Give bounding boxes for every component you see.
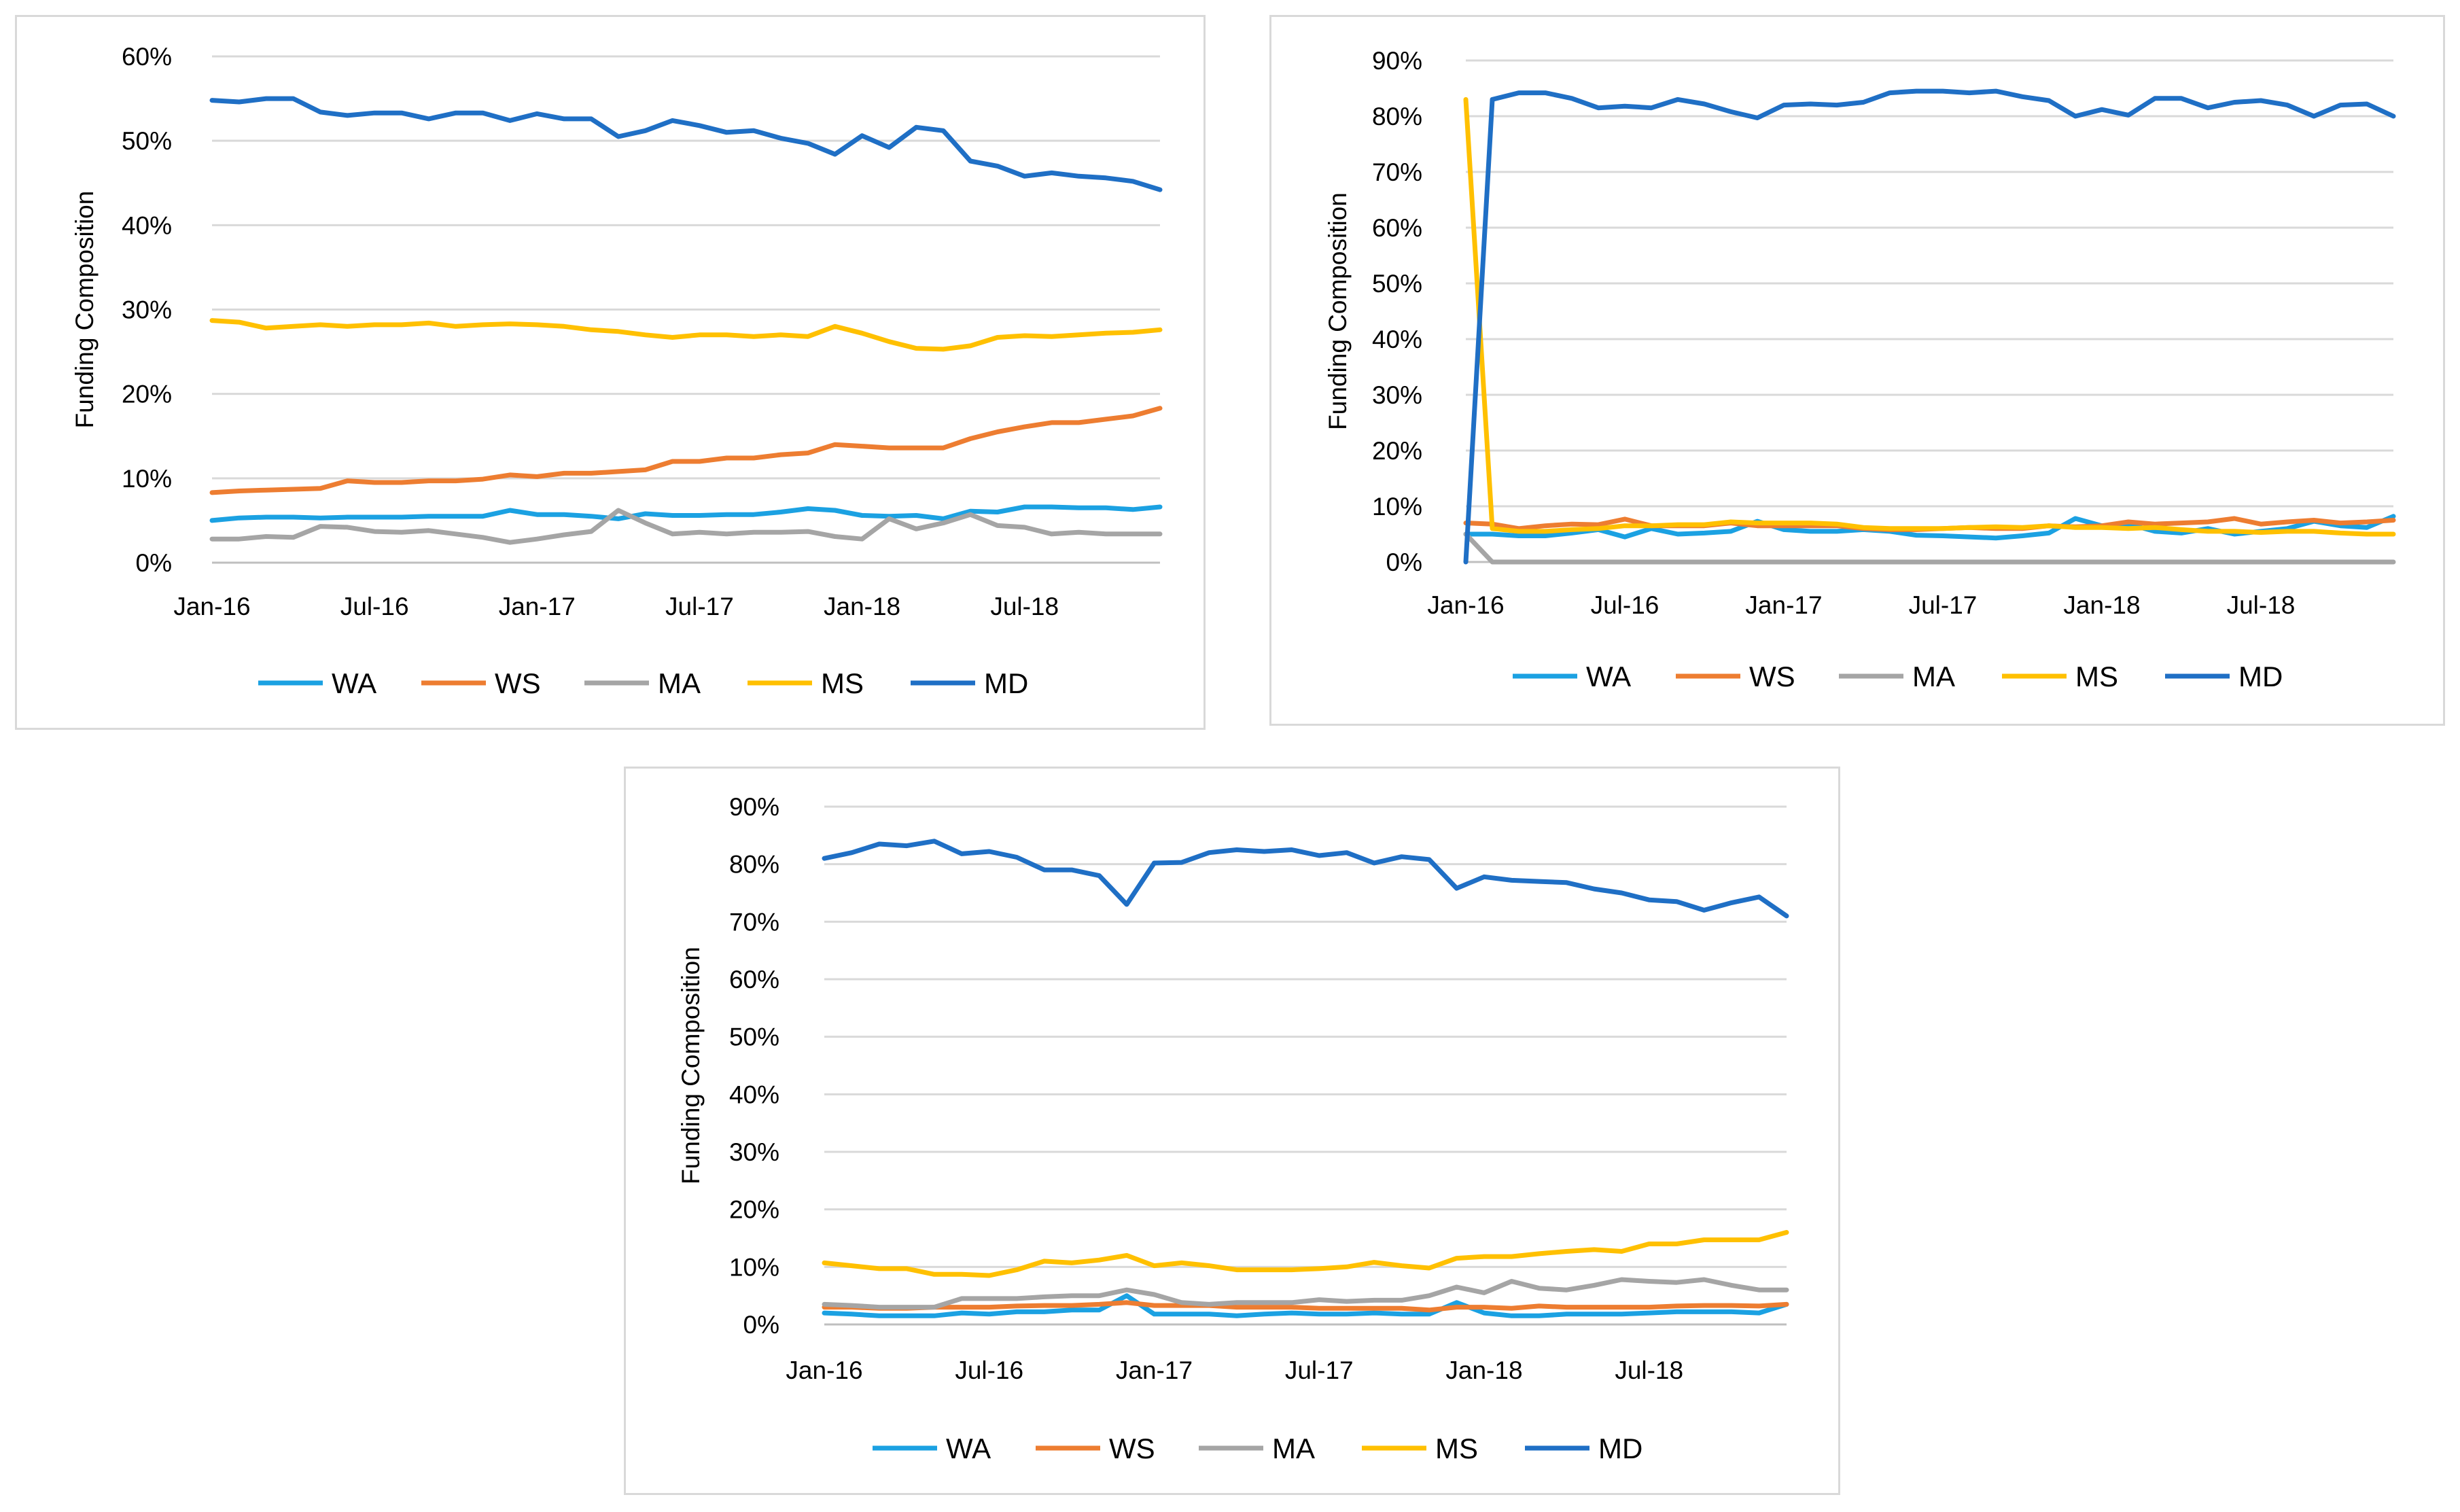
chart-3-svg: 0% 10% 20% 30% 40% 50% 60% 70% 80% 90% Jan-16 Jul-1… <box>677 793 1789 1464</box>
legend-label-md: MD <box>1598 1432 1642 1464</box>
legend-label-ma: MA <box>1272 1432 1315 1464</box>
y-tick-label: 60% <box>729 966 779 994</box>
y-axis-title: Funding Composition <box>71 191 99 429</box>
series-line-ma <box>822 1277 1789 1310</box>
y-tick-label: 90% <box>1372 47 1422 75</box>
legend-label-ms: MS <box>1435 1432 1478 1464</box>
legend-label-wa: WA <box>1586 661 1631 692</box>
series-line-wa <box>209 504 1163 523</box>
x-tick-label: Jan-16 <box>1427 591 1504 619</box>
legend-label-ms: MS <box>821 667 864 699</box>
y-axis-title: Funding Composition <box>677 947 705 1184</box>
legend-label-md: MD <box>2238 661 2283 692</box>
y-tick-label: 20% <box>1372 437 1422 465</box>
x-tick-label: Jul-17 <box>1909 591 1978 619</box>
y-axis-title: Funding Composition <box>1324 192 1352 430</box>
y-tick-label: 40% <box>1372 326 1422 353</box>
x-tick-label: Jan-16 <box>173 593 250 620</box>
y-tick-label: 80% <box>729 851 779 879</box>
x-tick-label: Jul-16 <box>1591 591 1659 619</box>
x-tick-label: Jan-17 <box>499 593 576 620</box>
x-tick-label: Jul-17 <box>1285 1356 1354 1384</box>
x-tick-label: Jan-18 <box>824 593 900 620</box>
legend-label-wa: WA <box>332 667 376 699</box>
series-line-ws <box>209 406 1163 495</box>
legend-label-md: MD <box>984 667 1028 699</box>
y-tick-label: 90% <box>729 793 779 821</box>
y-tick-label: 0% <box>743 1311 779 1339</box>
y-tick-label: 20% <box>729 1196 779 1224</box>
series-line-ws <box>822 1300 1789 1313</box>
y-tick-label: 40% <box>122 211 172 239</box>
y-tick-label: 40% <box>729 1080 779 1108</box>
series-line-md <box>822 839 1789 919</box>
y-tick-label: 30% <box>1372 381 1422 409</box>
legend-label-ma: MA <box>658 667 701 699</box>
y-tick-label: 10% <box>122 465 172 493</box>
legend-label-ws: WS <box>1109 1432 1155 1464</box>
x-tick-label: Jul-17 <box>665 593 734 620</box>
y-tick-label: 10% <box>729 1253 779 1281</box>
x-tick-label: Jan-17 <box>1116 1356 1193 1384</box>
y-tick-label: 70% <box>1372 158 1422 186</box>
y-tick-label: 10% <box>1372 493 1422 521</box>
legend-label-wa: WA <box>946 1432 991 1464</box>
x-tick-label: Jul-16 <box>955 1356 1023 1384</box>
series-line-ma <box>1463 531 2396 565</box>
legend-label-ma: MA <box>1912 661 1955 692</box>
series-line-wa <box>822 1293 1789 1318</box>
x-tick-label: Jan-18 <box>1445 1356 1522 1384</box>
y-tick-label: 50% <box>1372 270 1422 298</box>
x-tick-label: Jan-18 <box>2063 591 2140 619</box>
legend-label-ms: MS <box>2075 661 2118 692</box>
chart-panel-2: 0% 10% 20% 30% 40% 50% 60% 70% 80% 90% Jan-16 Jul-1… <box>1269 15 2445 726</box>
y-tick-label: 30% <box>729 1138 779 1166</box>
y-tick-label: 50% <box>122 127 172 155</box>
y-tick-label: 60% <box>1372 214 1422 242</box>
legend-label-ws: WS <box>495 667 541 699</box>
x-tick-label: Jan-16 <box>786 1356 862 1384</box>
chart-2-svg: 0% 10% 20% 30% 40% 50% 60% 70% 80% 90% Jan-16 Jul-1… <box>1324 47 2396 692</box>
y-tick-label: 0% <box>136 549 172 577</box>
series-line-md <box>209 96 1163 192</box>
y-tick-label: 70% <box>729 908 779 936</box>
series-line-ms <box>822 1230 1789 1278</box>
x-tick-label: Jul-18 <box>2227 591 2296 619</box>
y-tick-label: 20% <box>122 381 172 408</box>
x-tick-label: Jan-17 <box>1745 591 1822 619</box>
x-tick-label: Jul-18 <box>1615 1356 1683 1384</box>
series-line-ms <box>209 318 1163 352</box>
series-line-ma <box>209 508 1163 545</box>
chart-panel-3: 0% 10% 20% 30% 40% 50% 60% 70% 80% 90% Jan-16 Jul-1… <box>624 767 1840 1495</box>
legend-label-ws: WS <box>1749 661 1795 692</box>
chart-panel-1: 0% 10% 20% 30% 40% 50% 60% Jan-16 Jul-16 Jan-17 Ju… <box>15 15 1206 730</box>
x-tick-label: Jul-18 <box>990 593 1059 620</box>
y-tick-label: 80% <box>1372 103 1422 130</box>
y-tick-label: 0% <box>1386 548 1422 576</box>
y-tick-label: 30% <box>122 296 172 324</box>
series-line-ms <box>1463 96 2396 537</box>
series-line-md <box>1463 88 2396 565</box>
x-tick-label: Jul-16 <box>340 593 409 620</box>
y-tick-label: 50% <box>729 1023 779 1051</box>
chart-1-svg: 0% 10% 20% 30% 40% 50% 60% Jan-16 Jul-16 Jan-17 Ju… <box>71 43 1163 699</box>
y-tick-label: 60% <box>122 43 172 71</box>
